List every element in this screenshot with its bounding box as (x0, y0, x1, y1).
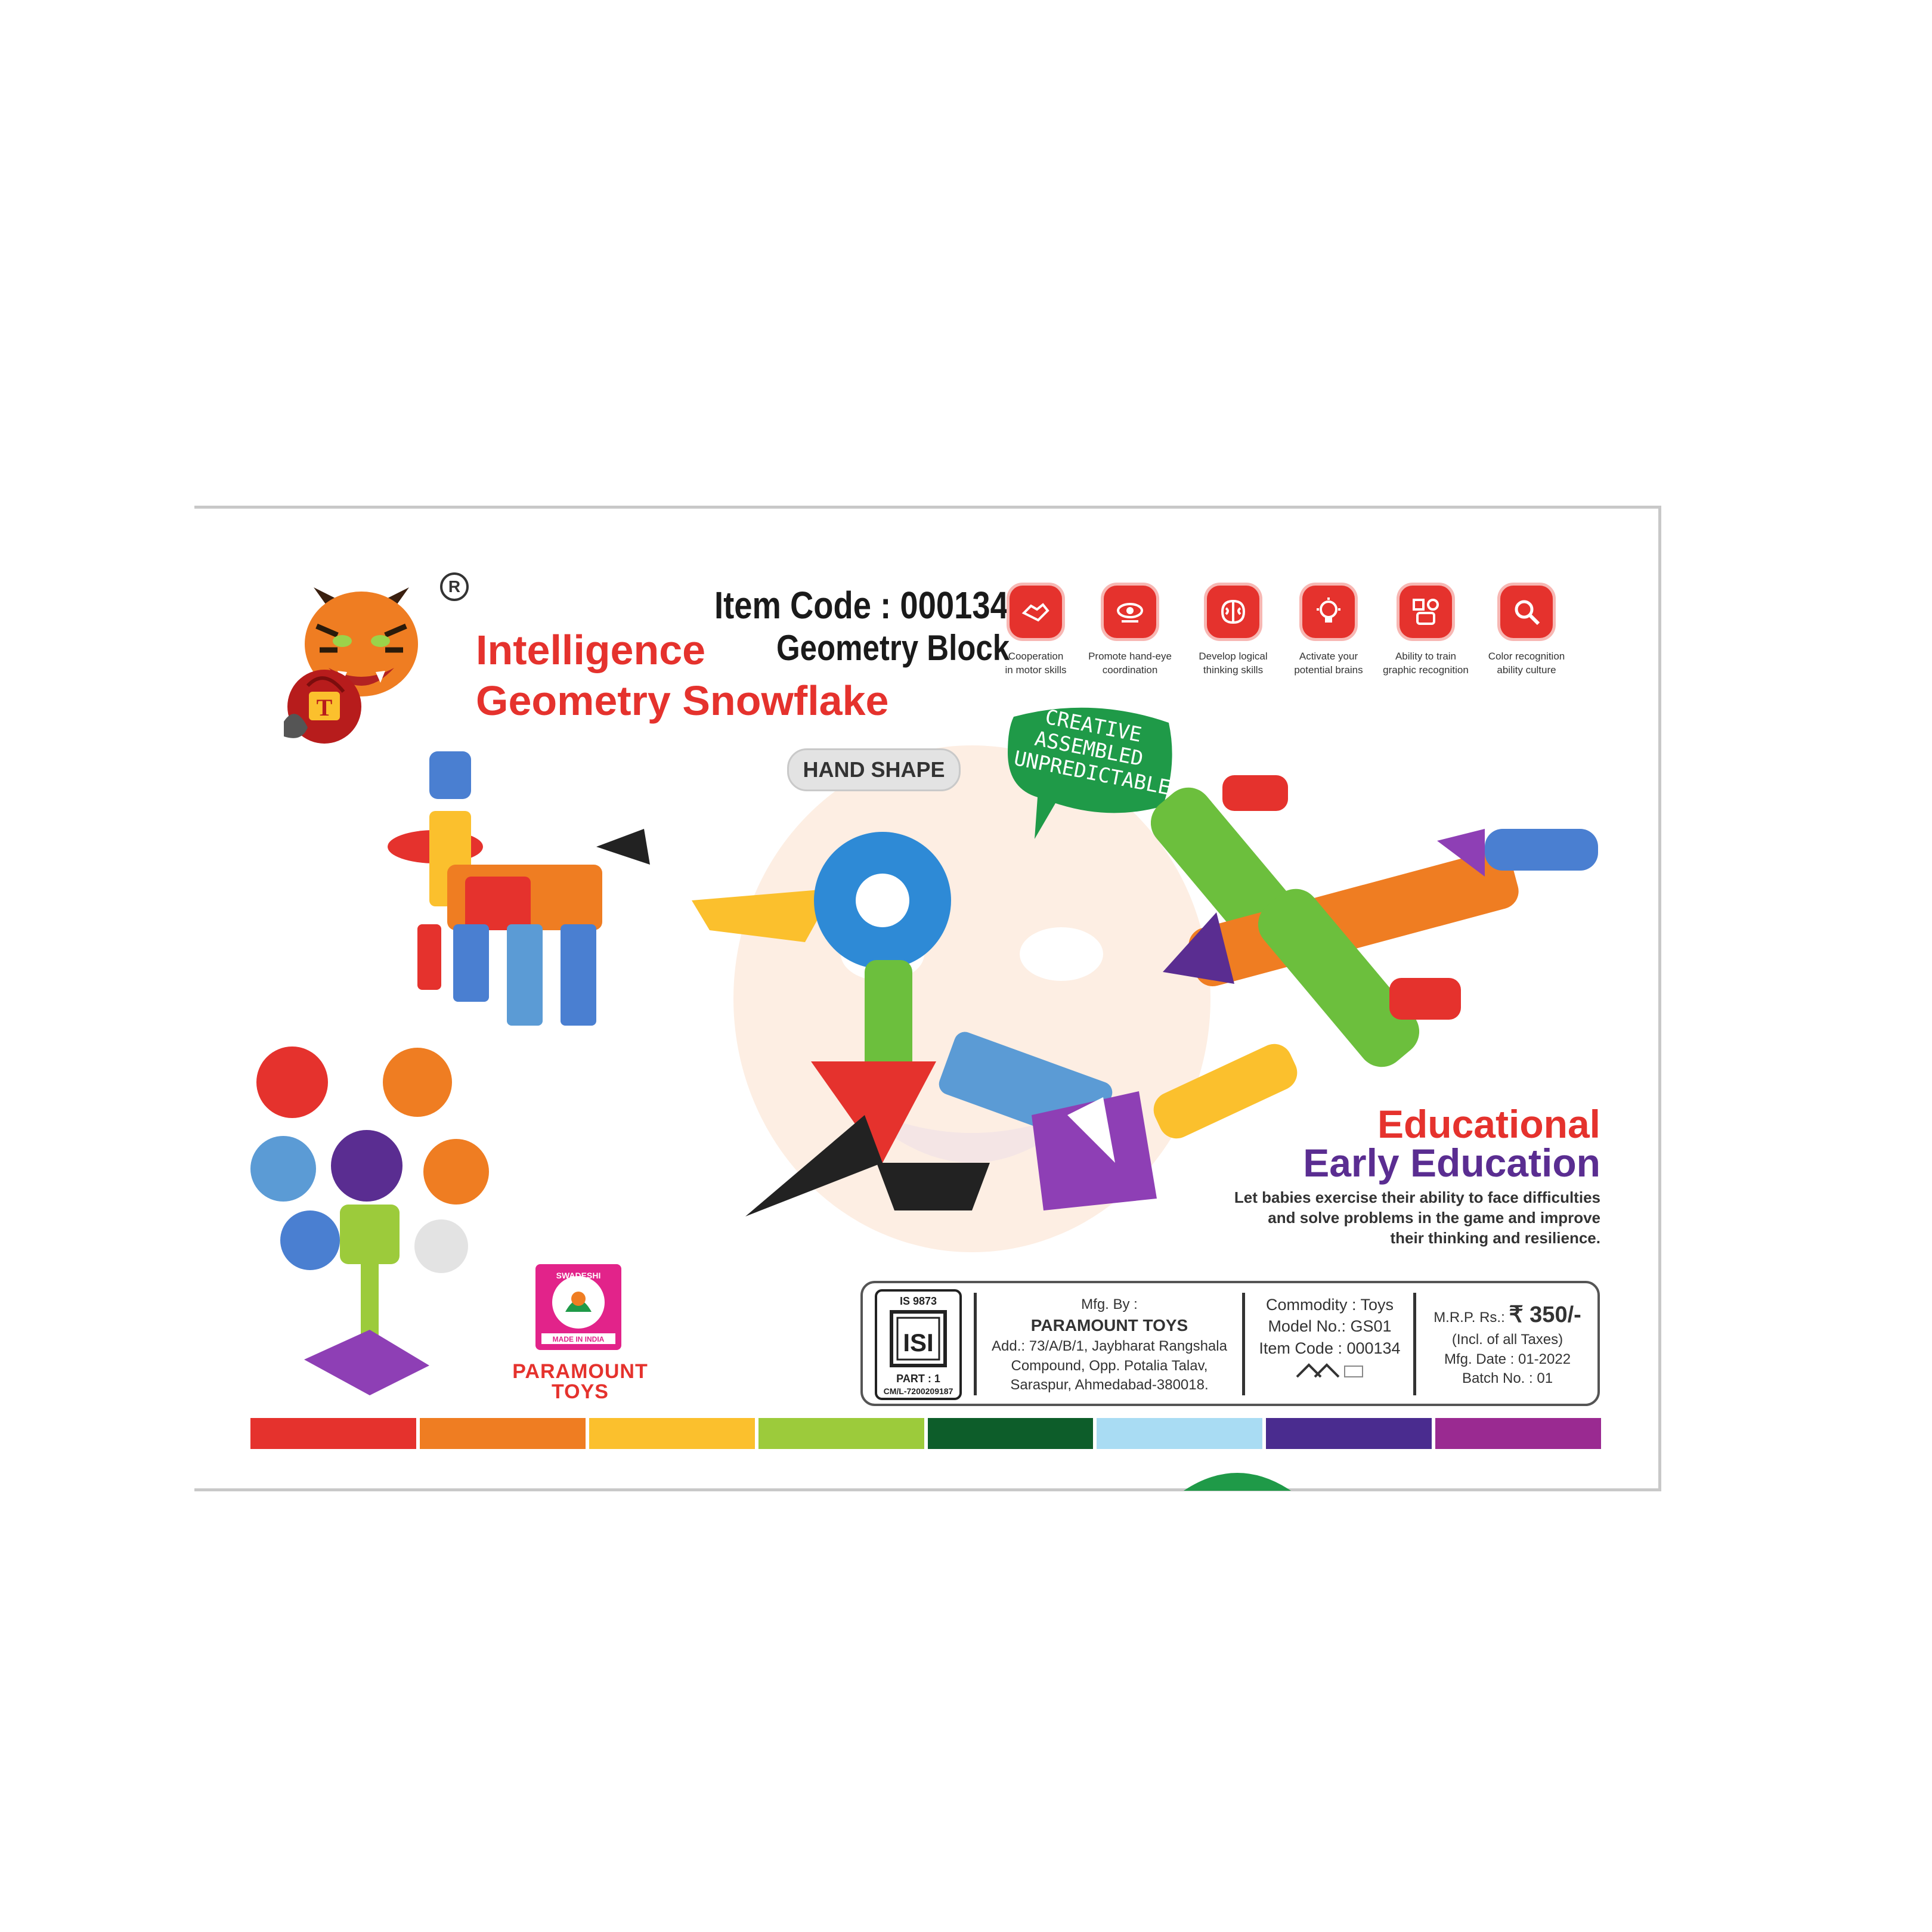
color-strip-segment (1097, 1418, 1263, 1449)
shapes-icon (1400, 586, 1452, 638)
educational-heading: Educational (1377, 1102, 1600, 1146)
mfg-by-label: Mfg. By : (1081, 1296, 1138, 1312)
certification-marks-icon (1296, 1363, 1363, 1378)
commodity-info: Commodity : Toys Model No.: GS01 Item Co… (1249, 1294, 1410, 1389)
title-line-2: Geometry Snowflake (476, 677, 889, 724)
feature-label: Promote hand-eye coordination (1088, 651, 1172, 676)
handshake-icon (1010, 586, 1062, 638)
color-strip (250, 1418, 1601, 1449)
magnifier-icon (1500, 586, 1553, 638)
toy-airplane-model (1151, 775, 1598, 1067)
brand-name-line: TOYS (552, 1380, 609, 1403)
hand-shape-badge: HAND SHAPE (787, 748, 961, 791)
item-code-info: Item Code : 000134 (1259, 1339, 1401, 1357)
color-strip-segment (758, 1418, 924, 1449)
isi-part-text: PART : 1 (896, 1373, 940, 1385)
info-divider (974, 1293, 977, 1395)
mrp-label: M.R.P. Rs.: (1433, 1309, 1505, 1326)
price-info: M.R.P. Rs.: ₹ 350/- (Incl. of all Taxes)… (1421, 1300, 1594, 1388)
isi-license-text: CM/L-7200209187 (884, 1386, 953, 1396)
color-strip-segment (1266, 1418, 1432, 1449)
color-strip-segment (419, 1418, 586, 1449)
made-in-india-text: MADE IN INDIA (553, 1335, 605, 1343)
isi-standard-text: IS 9873 (900, 1295, 937, 1307)
feature-label: Develop logical thinking skills (1199, 651, 1268, 676)
feature-color-recognition: Color recognition ability culture (1476, 586, 1577, 677)
speech-bubble (1008, 707, 1172, 839)
address-line: Add.: 73/A/B/1, Jaybharat Rangshala (992, 1338, 1227, 1355)
feature-label: Cooperation in motor skills (1005, 651, 1067, 676)
color-strip-segment (589, 1418, 755, 1449)
brand-name: PARAMOUNT TOYS (500, 1361, 661, 1402)
color-strip-segment (1435, 1418, 1601, 1449)
early-education-heading: Early Education (1303, 1141, 1600, 1185)
info-divider (1413, 1293, 1416, 1395)
toy-flower-model (250, 1046, 489, 1395)
feature-label: Activate your potential brains (1294, 651, 1363, 676)
swadeshi-top-text: SWADESHI (556, 1271, 601, 1280)
tiger-logo: T (284, 587, 418, 744)
title-line-1: Intelligence (476, 627, 706, 673)
tax-note: (Incl. of all Taxes) (1451, 1332, 1563, 1348)
mrp-line: M.R.P. Rs.: ₹ 350/- (1421, 1300, 1594, 1330)
address-line: Compound, Opp. Potalia Talav, (1011, 1357, 1208, 1374)
brand-name-line: PARAMOUNT (512, 1360, 648, 1383)
color-strip-segment (927, 1418, 1094, 1449)
education-description: Let babies exercise their ability to fac… (1234, 1188, 1600, 1247)
lightbulb-icon (1302, 586, 1355, 638)
batch-number: Batch No. : 01 (1462, 1370, 1553, 1387)
toy-animal-model (388, 751, 650, 1026)
model-number: Model No.: GS01 (1268, 1317, 1392, 1336)
brain-icon (1207, 586, 1259, 638)
product-info-box (860, 1281, 1600, 1406)
item-code: Item Code : 000134 (714, 584, 1008, 627)
isi-mark-icon: IS 9873 ISI PART : 1 CM/L-7200209187 (875, 1289, 962, 1400)
mfg-name: PARAMOUNT TOYS (1030, 1316, 1188, 1335)
info-divider (1242, 1293, 1245, 1395)
color-strip-segment (250, 1418, 416, 1449)
manufacturer-info: Mfg. By : PARAMOUNT TOYS Add.: 73/A/B/1,… (983, 1295, 1236, 1395)
feature-graphic-recognition: Ability to train graphic recognition (1375, 586, 1476, 677)
isi-text: ISI (903, 1329, 933, 1357)
feature-label: Ability to train graphic recognition (1383, 651, 1469, 676)
svg-text:T: T (317, 694, 333, 721)
feature-logical-thinking: Develop logical thinking skills (1182, 586, 1284, 677)
product-name: Geometry Block (776, 628, 1010, 668)
toy-piece-peek (1184, 1473, 1291, 1491)
toy-bird-model (692, 832, 1298, 1216)
mfg-date: Mfg. Date : 01-2022 (1444, 1351, 1571, 1367)
feature-potential-brains: Activate your potential brains (1278, 586, 1379, 677)
swadeshi-badge: SWADESHI MADE IN INDIA (535, 1264, 621, 1350)
registered-mark: R (440, 572, 469, 601)
feature-label: Color recognition ability culture (1488, 651, 1565, 676)
hand-eye-icon (1104, 586, 1156, 638)
address-line: Saraspur, Ahmedabad-380018. (1010, 1376, 1209, 1393)
feature-hand-eye: Promote hand-eye coordination (1079, 586, 1181, 677)
mrp-value: ₹ 350/- (1509, 1302, 1581, 1327)
feature-motor-skills: Cooperation in motor skills (985, 586, 1086, 677)
commodity: Commodity : Toys (1265, 1296, 1394, 1314)
